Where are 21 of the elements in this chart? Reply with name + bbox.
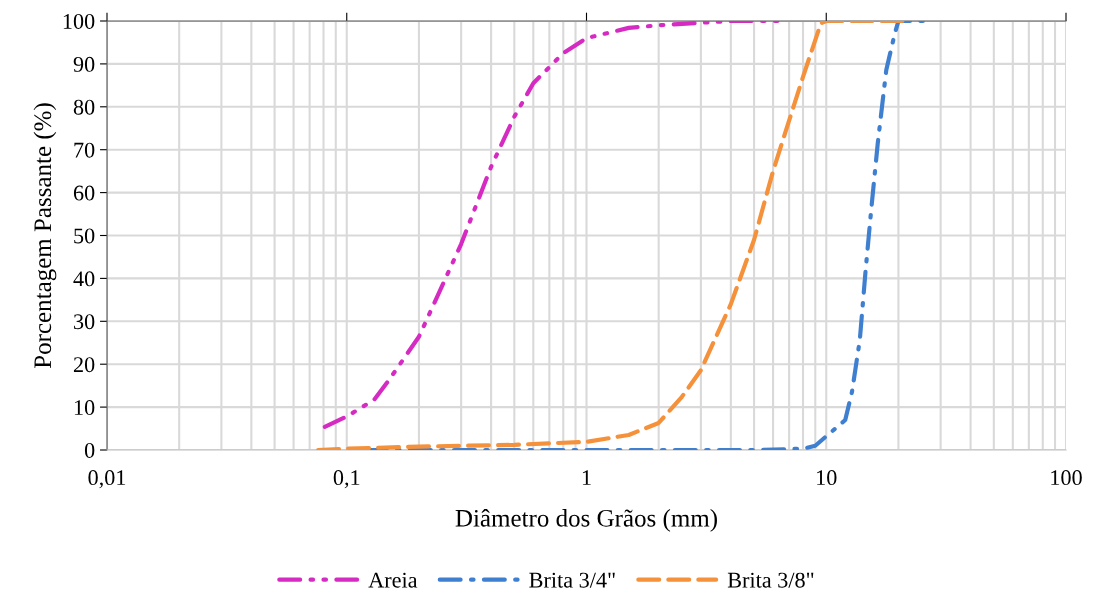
- legend-label: Brita 3/4": [529, 572, 615, 588]
- legend-label: Areia: [368, 572, 418, 588]
- x-axis-title: Diâmetro dos Grãos (mm): [455, 509, 717, 532]
- x-tick-label: 1: [582, 470, 591, 485]
- y-tick-label: 30: [74, 314, 95, 330]
- y-tick-label: 90: [73, 56, 95, 72]
- y-tick-label: 50: [74, 228, 95, 244]
- legend-label: Brita 3/8": [727, 572, 814, 588]
- x-tick-label: 100: [1051, 470, 1082, 486]
- y-tick-label: 20: [73, 357, 95, 373]
- y-tick-label: 0: [84, 442, 95, 458]
- x-tick-label: 0,1: [333, 470, 360, 489]
- x-tick-label: 0,01: [88, 470, 126, 489]
- y-tick-label: 60: [73, 185, 95, 201]
- y-tick-label: 70: [74, 142, 95, 158]
- y-tick-label: 10: [74, 400, 95, 416]
- x-tick-label: 10: [817, 470, 837, 486]
- y-tick-label: 80: [73, 99, 95, 115]
- y-tick-label: 100: [63, 13, 95, 29]
- y-tick-label: 40: [73, 271, 95, 287]
- y-axis-title: Porcentagem Passante (%): [33, 103, 57, 369]
